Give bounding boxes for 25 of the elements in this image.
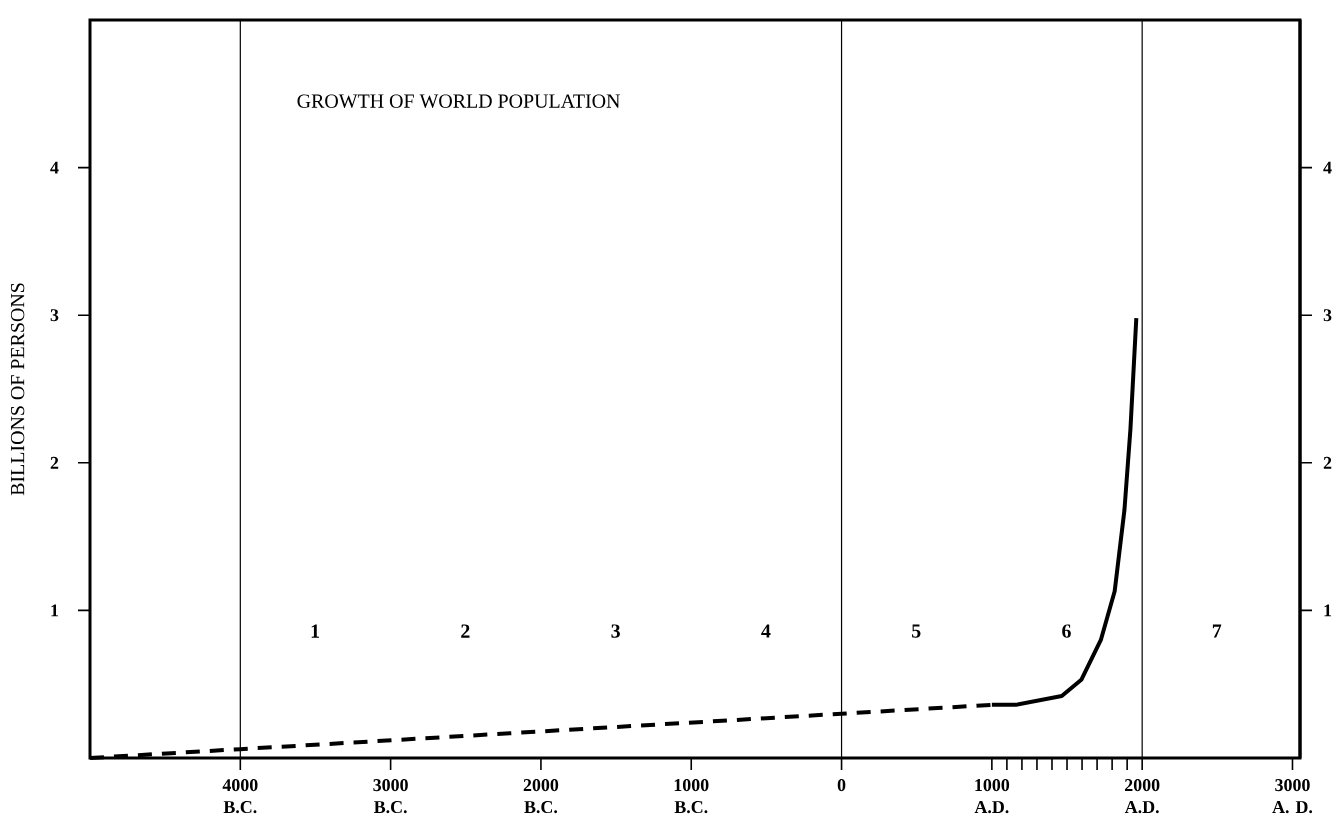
x-tick-label: 0 bbox=[837, 779, 846, 792]
text: GROWTH OF WORLD POPULATION bbox=[297, 94, 620, 108]
x-tick-label: 2000 B.C. bbox=[523, 779, 559, 814]
annotation: 2 bbox=[461, 624, 470, 638]
annotation: 6 bbox=[1062, 624, 1071, 638]
y-tick-label: 3 bbox=[50, 309, 59, 322]
y-tick-label: 4 bbox=[50, 161, 59, 174]
x-tick-label: 3000 B.C. bbox=[373, 779, 408, 814]
y-tick-label: 1 bbox=[51, 604, 59, 617]
y2-tick-label: 4 bbox=[1323, 161, 1332, 174]
annotation: 7 bbox=[1212, 624, 1222, 638]
annotation: 1 bbox=[311, 624, 320, 638]
annotation: 4 bbox=[761, 624, 771, 638]
y2-tick-label: 2 bbox=[1323, 456, 1332, 469]
annotation: 3 bbox=[611, 624, 620, 638]
x-tick-label: 3000 A. D. bbox=[1272, 779, 1313, 814]
x-tick-label: 1000 B.C. bbox=[674, 779, 709, 814]
y-axis-title: BILLIONS OF PERSONS bbox=[10, 283, 25, 496]
x-tick-label: 1000 A.D. bbox=[974, 779, 1010, 814]
x-tick-label: 4000 B.C. bbox=[222, 779, 258, 814]
y-tick-label: 2 bbox=[50, 456, 59, 469]
y2-tick-label: 1 bbox=[1324, 604, 1332, 617]
y2-tick-label: 3 bbox=[1323, 309, 1332, 322]
x-tick-label: 2000 A.D. bbox=[1124, 779, 1160, 814]
annotation: 5 bbox=[912, 624, 921, 638]
